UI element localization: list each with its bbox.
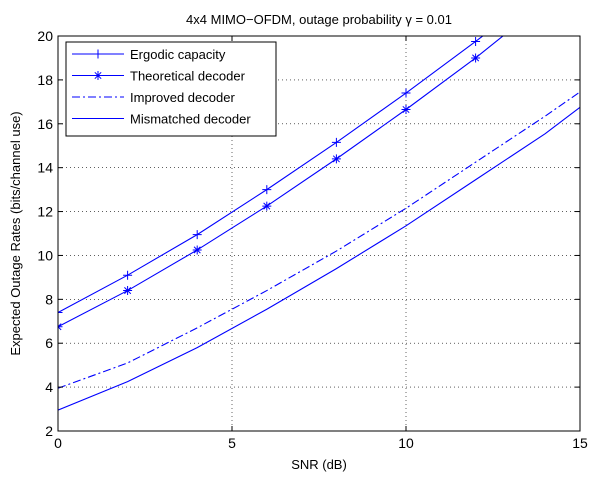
grid [58, 36, 580, 431]
data-point-ergodic-capacity [123, 270, 133, 280]
data-point-theoretical-decoder [331, 154, 341, 164]
legend: Ergodic capacity Theoretical decoder Impro… [65, 41, 277, 137]
series-line-improved-decoder [58, 91, 580, 389]
legend-item-ergodic-capacity: Ergodic capacity [72, 47, 226, 62]
legend-label: Theoretical decoder [130, 69, 246, 84]
y-tick-label: 20 [37, 28, 53, 44]
data-point-ergodic-capacity [331, 137, 341, 147]
data-point-theoretical-decoder [401, 105, 411, 115]
y-tick-label: 4 [45, 379, 53, 395]
y-tick-label: 10 [37, 247, 53, 263]
series-ergodic-capacity [58, 36, 484, 317]
x-tick-label: 5 [228, 435, 236, 451]
y-tick-label: 12 [37, 204, 53, 220]
series-mismatched-decoder [58, 106, 580, 411]
series-line-ergodic-capacity [58, 36, 484, 313]
series-layer [58, 36, 580, 411]
y-axis-title: Expected Outage Rates (bits/channel use) [8, 111, 23, 355]
legend-label: Ergodic capacity [130, 47, 226, 62]
data-point-ergodic-capacity [471, 36, 481, 46]
data-point-theoretical-decoder [123, 286, 133, 296]
y-tick-label: 8 [45, 291, 53, 307]
plot-frame [57, 35, 581, 432]
y-tick-label: 14 [37, 160, 53, 176]
legend-label: Mismatched decoder [130, 112, 251, 127]
legend-item-mismatched-decoder: Mismatched decoder [72, 112, 251, 127]
data-point-theoretical-decoder [262, 201, 272, 211]
x-tick-label: 15 [572, 435, 588, 451]
data-point-theoretical-decoder [471, 53, 481, 63]
data-point-ergodic-capacity [58, 308, 63, 317]
y-tick-label: 18 [37, 72, 53, 88]
series-line-mismatched-decoder [58, 106, 580, 411]
data-point-ergodic-capacity [192, 230, 202, 240]
x-axis-title: SNR (dB) [291, 457, 347, 472]
x-tick-label: 0 [54, 435, 62, 451]
series-improved-decoder [58, 91, 580, 389]
legend-item-theoretical-decoder: Theoretical decoder [72, 69, 246, 84]
x-tick-label: 10 [398, 435, 414, 451]
series-line-theoretical-decoder [58, 36, 504, 328]
data-point-ergodic-capacity [262, 185, 272, 195]
y-tick-label: 16 [37, 116, 53, 132]
legend-marker [93, 49, 103, 59]
legend-item-improved-decoder: Improved decoder [72, 90, 235, 105]
data-point-ergodic-capacity [401, 88, 411, 98]
series-theoretical-decoder [58, 36, 504, 332]
y-tick-label: 6 [45, 335, 53, 351]
legend-marker [93, 71, 103, 80]
legend-label: Improved decoder [130, 90, 235, 105]
data-point-theoretical-decoder [192, 245, 202, 255]
legend-box [65, 41, 277, 137]
chart-title: 4x4 MIMO−OFDM, outage probability γ = 0.… [186, 12, 452, 27]
y-tick-label: 2 [45, 423, 53, 439]
ticks: 0 5 10 15 2 4 6 8 10 12 14 16 18 20 [37, 28, 588, 451]
